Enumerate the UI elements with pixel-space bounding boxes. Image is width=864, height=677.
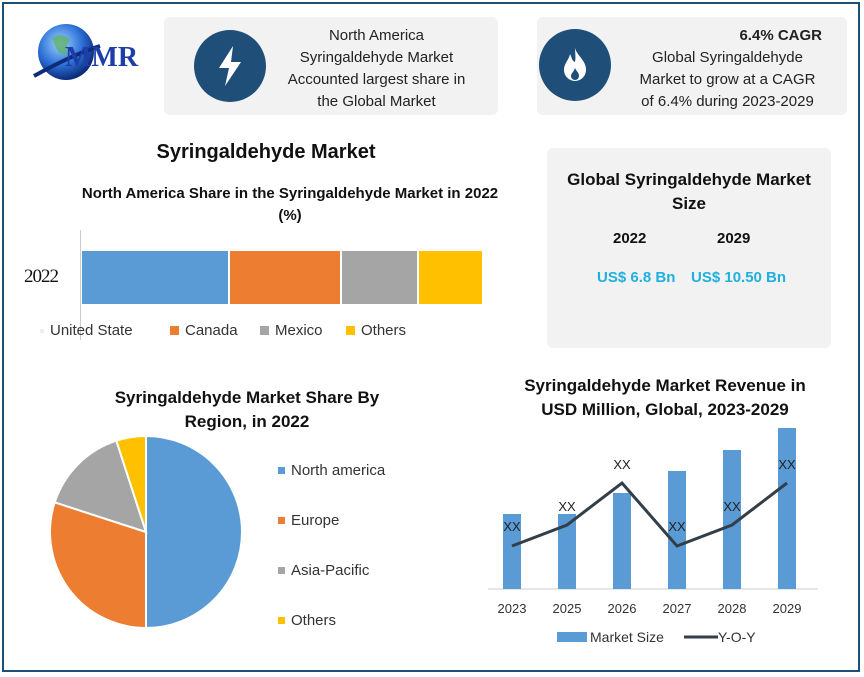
cagr-heading: 6.4% CAGR	[739, 27, 822, 44]
legend-swatch	[278, 617, 285, 624]
x-tick-label: 2023	[498, 601, 527, 616]
bar-2027	[668, 471, 686, 589]
revenue-chart-title: Syringaldehyde Market Revenue in USD Mil…	[524, 376, 806, 419]
x-tick-label: 2027	[663, 601, 692, 616]
legend-swatch	[170, 326, 179, 335]
flame-icon	[539, 29, 611, 101]
card1-line: the Global Market	[317, 93, 436, 110]
market-size-year-2029: 2029	[717, 230, 751, 247]
legend-label-yoy: Y-O-Y	[718, 629, 756, 645]
market-size-value-2022: US$ 6.8 Bn	[597, 269, 676, 286]
market-size-year-2022: 2022	[613, 230, 647, 247]
legend-swatch	[260, 326, 269, 335]
card1-line: Syringaldehyde Market	[299, 49, 454, 66]
globe-icon	[33, 24, 101, 80]
pie-legend-item: Europe	[278, 512, 339, 529]
market-size-value-2029: US$ 10.50 Bn	[691, 269, 787, 286]
legend-label: Others	[291, 612, 337, 629]
legend-item: Canada	[170, 322, 238, 339]
stacked-segment-others	[418, 251, 482, 304]
legend-label-market-size: Market Size	[590, 629, 664, 645]
legend-item: Mexico	[260, 322, 323, 339]
bar-2025	[558, 514, 576, 589]
stacked-chart-title: North America Share in the Syringaldehyd…	[81, 185, 499, 224]
pie-legend-item: Others	[278, 612, 336, 629]
lightning-icon	[194, 30, 266, 102]
card2-line: Market to grow at a CAGR	[639, 71, 816, 88]
yoy-line	[511, 480, 788, 548]
legend-swatch	[40, 328, 44, 333]
data-label: XX	[778, 457, 796, 472]
pie-slice-europe	[49, 501, 147, 630]
highlight-card-north-america: North America Syringaldehyde Market Acco…	[164, 17, 498, 115]
legend-label: Europe	[291, 512, 340, 529]
data-label: XX	[558, 499, 576, 514]
data-label: XX	[503, 519, 521, 534]
bar-2029	[778, 428, 796, 589]
logo: MMR	[30, 18, 160, 98]
stacked-legend: United State Canada Mexico Others	[40, 322, 480, 342]
market-size-title: Global Syringaldehyde Market Size	[567, 170, 811, 213]
pie-slice-others	[115, 434, 147, 533]
legend-item: United State	[40, 322, 133, 339]
legend-label: Others	[361, 322, 407, 339]
bar-2023	[503, 514, 521, 589]
legend-swatch	[278, 467, 285, 474]
legend-swatch	[278, 517, 285, 524]
card2-line: of 6.4% during 2023-2029	[641, 93, 814, 110]
stacked-bar	[82, 251, 482, 304]
pie-legend-item: North america	[278, 462, 385, 479]
stacked-segment-united-state	[82, 251, 228, 304]
legend-label: Canada	[185, 322, 238, 339]
x-tick-label: 2029	[773, 601, 802, 616]
stacked-category-label: 2022	[24, 266, 59, 287]
bar-2026	[613, 493, 631, 589]
market-size-card: Global Syringaldehyde Market Size 2022 2…	[547, 148, 831, 348]
logo-text: MMR	[65, 42, 139, 73]
card2-line: Global Syringaldehyde	[652, 49, 803, 66]
card1-line: Accounted largest share in	[287, 71, 466, 88]
x-tick-label: 2028	[718, 601, 747, 616]
x-tick-label: 2025	[553, 601, 582, 616]
main-title: Syringaldehyde Market	[156, 141, 376, 163]
legend-label: United State	[50, 322, 133, 339]
legend-swatch-market-size	[557, 632, 587, 642]
pie-legend-item: Asia-Pacific	[278, 562, 369, 579]
legend-label: Asia-Pacific	[291, 562, 370, 579]
legend-label: Mexico	[275, 322, 323, 339]
stacked-segment-mexico	[342, 251, 417, 304]
legend-item: Others	[346, 322, 406, 339]
revenue-chart: 2023 2025 2026 2027 2028 2029 XX XX XX XX XX XX Mark…	[488, 428, 818, 645]
legend-label: North america	[291, 462, 386, 479]
pie-legend: North america Europe Asia-Pacific Others	[278, 462, 428, 642]
legend-swatch	[278, 567, 285, 574]
pie-chart	[49, 434, 243, 630]
legend-swatch	[346, 326, 355, 335]
bar-2028	[723, 450, 741, 589]
pie-chart-title: Syringaldehyde Market Share By Region, i…	[114, 388, 380, 431]
pie-slice-north-america	[145, 434, 243, 630]
data-label: XX	[668, 519, 686, 534]
card1-line: North America	[328, 27, 425, 44]
highlight-card-cagr: 6.4% CAGR Global Syringaldehyde Market t…	[537, 17, 847, 115]
data-label: XX	[723, 499, 741, 514]
stacked-segment-canada	[229, 251, 341, 304]
stacked-axis	[80, 230, 81, 340]
data-label: XX	[613, 457, 631, 472]
x-tick-label: 2026	[608, 601, 637, 616]
